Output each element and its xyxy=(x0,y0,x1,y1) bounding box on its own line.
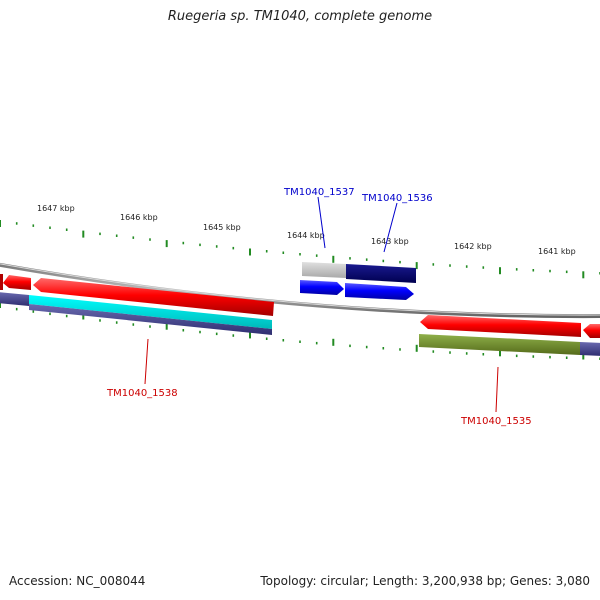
reverse-gene-arrow-b xyxy=(33,278,274,316)
reverse-gene-track-left xyxy=(0,274,274,316)
tick-label-1645: 1645 kbp xyxy=(203,223,241,232)
gene-label-1536[interactable]: TM1040_1536 xyxy=(361,193,433,204)
right-lower-tracks xyxy=(419,334,600,356)
leader-line-1537 xyxy=(317,196,326,249)
cyan-track xyxy=(29,295,272,329)
accession-text: Accession: NC_008044 xyxy=(9,574,146,588)
purple-track-right xyxy=(580,342,600,356)
tick-label-1646: 1646 kbp xyxy=(120,213,158,222)
left-lower-tracks xyxy=(0,292,272,335)
leader-line-1536 xyxy=(383,202,398,253)
purple-track-left xyxy=(29,304,272,335)
genome-backbone xyxy=(0,262,600,319)
reverse-gene-track-right xyxy=(420,315,600,338)
tick-label-1647: 1647 kbp xyxy=(37,204,75,213)
gene-label-1537[interactable]: TM1040_1537 xyxy=(283,187,355,198)
navy-track-middle xyxy=(346,264,416,283)
forward-gene-arrow-1536 xyxy=(345,283,414,300)
ruler-labels: 1647 kbp 1646 kbp 1645 kbp 1644 kbp 1643… xyxy=(37,204,576,256)
forward-gene-track-middle xyxy=(300,262,416,300)
forward-gene-arrow-1537 xyxy=(300,280,344,295)
gene-label-1535[interactable]: TM1040_1535 xyxy=(460,416,532,427)
inner-tick-marks xyxy=(0,301,600,360)
leader-line-1535 xyxy=(495,366,499,413)
page-title: Ruegeria sp. TM1040, complete genome xyxy=(167,9,433,24)
genome-summary-text: Topology: circular; Length: 3,200,938 bp… xyxy=(260,574,590,588)
grey-track-middle xyxy=(302,262,346,278)
gene-label-1538[interactable]: TM1040_1538 xyxy=(106,388,178,399)
reverse-gene-arrow-c xyxy=(420,315,581,337)
tick-label-1644: 1644 kbp xyxy=(287,231,325,240)
reverse-gene-arrow-a xyxy=(3,275,31,290)
outer-tick-marks xyxy=(0,220,600,279)
tick-label-1642: 1642 kbp xyxy=(454,242,492,251)
tick-label-1643: 1643 kbp xyxy=(371,237,409,246)
tick-label-1641: 1641 kbp xyxy=(538,247,576,256)
genome-backbone-highlight xyxy=(0,263,600,316)
reverse-gene-arrow-a-shade xyxy=(0,274,3,290)
reverse-gene-arrow-d xyxy=(583,324,600,338)
purple-track-left-end xyxy=(0,292,29,306)
olive-track xyxy=(419,334,580,355)
gene-labels: TM1040_1537 TM1040_1536 TM1040_1538 TM10… xyxy=(106,187,532,427)
leader-line-1538 xyxy=(144,338,149,385)
